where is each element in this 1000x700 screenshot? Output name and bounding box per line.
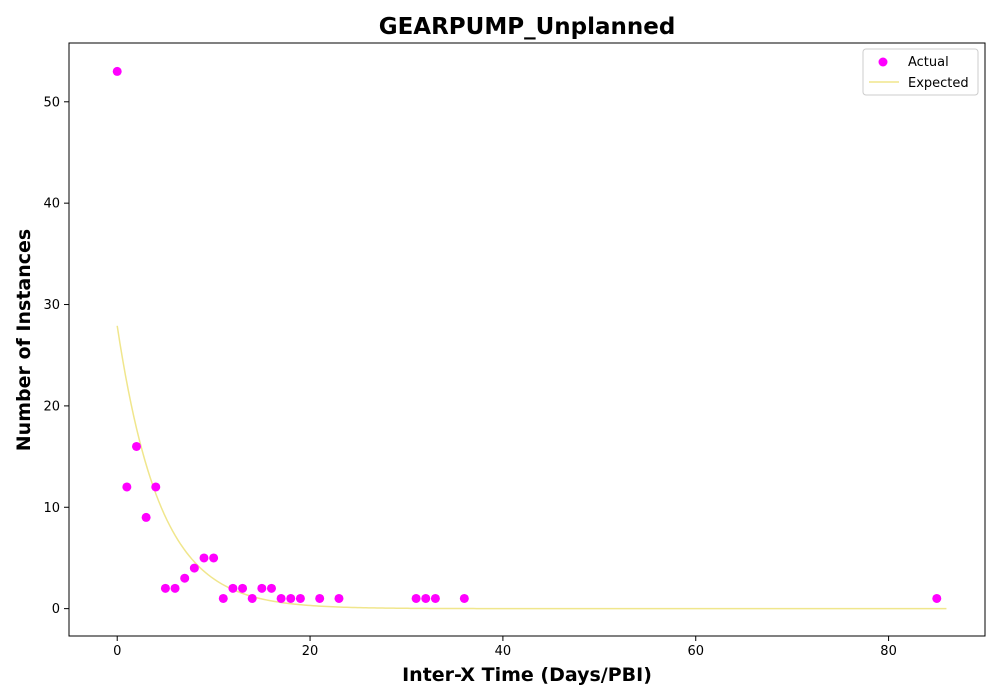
y-axis-label: Number of Instances (13, 229, 35, 451)
legend-actual-label: Actual (908, 55, 949, 70)
x-axis: 0 20 40 60 80 (113, 636, 897, 659)
actual-point (189, 563, 199, 573)
actual-point (411, 593, 421, 603)
chart-title: GEARPUMP_Unplanned (379, 14, 676, 40)
x-tick-label: 40 (495, 644, 512, 659)
actual-point (151, 482, 161, 492)
y-tick-label: 20 (43, 399, 60, 414)
actual-point (218, 593, 228, 603)
actual-point (932, 593, 942, 603)
actual-point (295, 593, 305, 603)
actual-point (131, 441, 141, 451)
actual-point (238, 583, 248, 593)
actual-point (228, 583, 238, 593)
actual-point (257, 583, 267, 593)
actual-point (112, 66, 122, 76)
x-tick-label: 60 (687, 644, 704, 659)
actual-point (459, 593, 469, 603)
actual-point (122, 482, 132, 492)
actual-point (160, 583, 170, 593)
y-tick-label: 40 (43, 197, 60, 212)
legend-box (862, 48, 979, 96)
legend: Actual Expected (862, 48, 979, 96)
y-tick-label: 10 (43, 501, 60, 516)
y-axis: 0 10 20 30 40 50 (43, 95, 69, 617)
actual-point (170, 583, 180, 593)
x-tick-label: 80 (880, 644, 897, 659)
y-tick-label: 50 (43, 95, 60, 110)
x-axis-label: Inter-X Time (Days/PBI) (402, 664, 652, 686)
actual-point (286, 593, 296, 603)
actual-point (266, 583, 276, 593)
y-tick-label: 0 (52, 602, 60, 617)
x-tick-label: 0 (113, 644, 121, 659)
plot-frame (68, 42, 986, 637)
actual-point (334, 593, 344, 603)
actual-point (247, 593, 257, 603)
actual-point (209, 553, 219, 563)
x-tick-label: 20 (302, 644, 319, 659)
actual-point (421, 593, 431, 603)
actual-point (180, 573, 190, 583)
expected-line (116, 325, 947, 610)
y-tick-label: 30 (43, 298, 60, 313)
actual-point (430, 593, 440, 603)
plot-area (112, 66, 947, 610)
actual-point (141, 512, 151, 522)
actual-point (276, 593, 286, 603)
legend-expected-label: Expected (908, 76, 969, 91)
legend-actual-marker (878, 57, 888, 67)
actual-point (199, 553, 209, 563)
actual-point (315, 593, 325, 603)
